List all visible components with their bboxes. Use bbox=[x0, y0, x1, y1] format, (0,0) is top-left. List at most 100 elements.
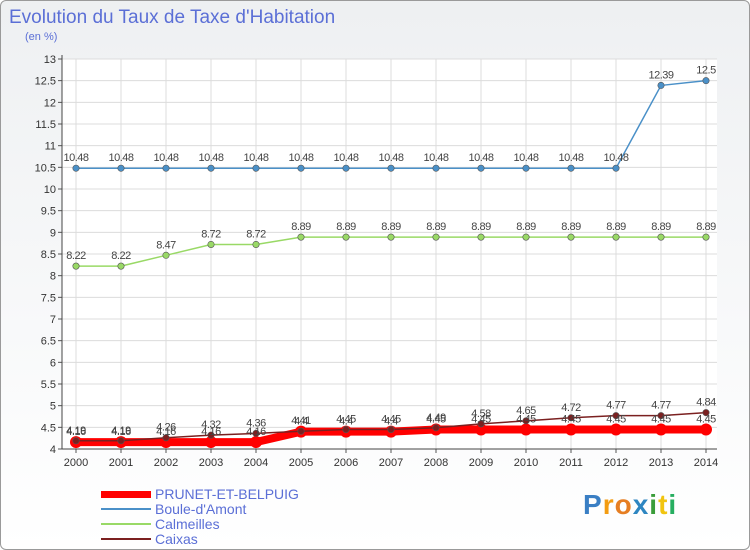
y-tick-label: 10.5 bbox=[35, 162, 56, 174]
legend-swatch bbox=[101, 508, 151, 510]
legend-label: PRUNET-ET-BELPUIG bbox=[155, 486, 299, 502]
x-tick-label: 2011 bbox=[559, 457, 583, 469]
y-tick-label: 7 bbox=[50, 314, 56, 326]
data-label: 8.22 bbox=[111, 250, 131, 262]
data-label: 4.16 bbox=[201, 426, 221, 438]
data-label: 8.89 bbox=[696, 221, 716, 233]
data-point bbox=[657, 81, 665, 89]
data-label: 12.39 bbox=[648, 69, 673, 81]
y-tick-label: 6 bbox=[50, 357, 56, 369]
x-tick-label: 2009 bbox=[469, 457, 493, 469]
y-tick-label: 9.5 bbox=[41, 206, 56, 218]
data-point bbox=[522, 233, 530, 241]
y-tick-label: 9 bbox=[50, 227, 56, 239]
data-point bbox=[342, 425, 350, 433]
data-point bbox=[567, 414, 575, 422]
data-label: 4.58 bbox=[471, 408, 491, 420]
data-label: 4.36 bbox=[246, 417, 266, 429]
data-point bbox=[567, 233, 575, 241]
x-tick-label: 2010 bbox=[514, 457, 538, 469]
data-label: 8.72 bbox=[246, 228, 266, 240]
x-tick-label: 2000 bbox=[64, 457, 88, 469]
y-tick-label: 7.5 bbox=[41, 292, 56, 304]
data-label: 10.48 bbox=[423, 152, 448, 164]
data-label: 8.89 bbox=[606, 221, 626, 233]
proxiti-logo: Proxiti bbox=[583, 489, 677, 521]
y-tick-label: 8 bbox=[50, 271, 56, 283]
data-point bbox=[117, 164, 125, 172]
data-point bbox=[162, 164, 170, 172]
data-label: 12.5 bbox=[696, 65, 716, 77]
data-label: 10.48 bbox=[108, 152, 133, 164]
data-label: 4.72 bbox=[561, 402, 581, 414]
data-label: 4.16 bbox=[111, 426, 131, 438]
x-tick-label: 2001 bbox=[109, 457, 133, 469]
legend-label: Boule-d'Amont bbox=[155, 501, 247, 517]
data-label: 4.4 bbox=[339, 416, 353, 428]
data-label: 8.47 bbox=[156, 239, 176, 251]
logo-letter: x bbox=[632, 489, 650, 520]
data-point bbox=[252, 429, 260, 437]
x-tick-label: 2005 bbox=[289, 457, 313, 469]
data-point bbox=[612, 164, 620, 172]
x-tick-label: 2012 bbox=[604, 457, 628, 469]
data-label: 4.16 bbox=[246, 426, 266, 438]
y-tick-label: 4.5 bbox=[41, 422, 56, 434]
data-label: 10.48 bbox=[513, 152, 538, 164]
legend-label: Calmeilles bbox=[155, 516, 220, 532]
data-point bbox=[432, 233, 440, 241]
y-tick-label: 5.5 bbox=[41, 379, 56, 391]
data-label: 10.48 bbox=[468, 152, 493, 164]
data-label: 4.49 bbox=[426, 412, 446, 424]
data-point bbox=[657, 233, 665, 241]
data-point bbox=[477, 233, 485, 241]
y-tick-label: 4 bbox=[50, 444, 56, 456]
y-tick-label: 8.5 bbox=[41, 249, 56, 261]
data-label: 8.89 bbox=[471, 221, 491, 233]
data-label: 4.65 bbox=[516, 405, 536, 417]
data-label: 4.32 bbox=[201, 419, 221, 431]
data-point bbox=[342, 233, 350, 241]
data-label: 10.48 bbox=[153, 152, 178, 164]
data-label: 10.48 bbox=[558, 152, 583, 164]
y-tick-label: 5 bbox=[50, 401, 56, 413]
data-label: 8.89 bbox=[651, 221, 671, 233]
data-label: 10.48 bbox=[603, 152, 628, 164]
data-point bbox=[207, 431, 215, 439]
x-tick-label: 2014 bbox=[694, 457, 718, 469]
data-point bbox=[612, 233, 620, 241]
data-point bbox=[522, 164, 530, 172]
legend-swatch bbox=[101, 523, 151, 525]
data-point bbox=[702, 409, 710, 417]
data-point bbox=[162, 251, 170, 259]
data-point bbox=[117, 262, 125, 270]
data-label: 4.45 bbox=[516, 414, 536, 426]
data-label: 4.45 bbox=[651, 414, 671, 426]
y-tick-label: 10 bbox=[44, 184, 56, 196]
data-point bbox=[162, 434, 170, 442]
data-label: 4.77 bbox=[606, 400, 626, 412]
data-label: 4.16 bbox=[66, 426, 86, 438]
data-label: 4.45 bbox=[471, 414, 491, 426]
data-point bbox=[252, 164, 260, 172]
x-tick-label: 2008 bbox=[424, 457, 448, 469]
data-label: 4.41 bbox=[291, 415, 311, 427]
data-point bbox=[475, 423, 487, 436]
data-label: 8.89 bbox=[336, 221, 356, 233]
data-label: 8.22 bbox=[66, 250, 86, 262]
data-label: 8.72 bbox=[201, 228, 221, 240]
legend-swatch bbox=[101, 538, 151, 540]
data-label: 4.45 bbox=[606, 414, 626, 426]
data-point bbox=[612, 412, 620, 420]
logo-letter: i bbox=[668, 489, 678, 520]
y-tick-label: 11 bbox=[45, 141, 56, 153]
data-label: 10.48 bbox=[198, 152, 223, 164]
data-point bbox=[522, 417, 530, 425]
data-label: 4.45 bbox=[381, 414, 401, 426]
y-tick-label: 13 bbox=[44, 54, 56, 66]
data-label: 4.84 bbox=[696, 397, 716, 409]
y-tick-label: 12 bbox=[44, 97, 56, 109]
data-label: 8.89 bbox=[561, 221, 581, 233]
